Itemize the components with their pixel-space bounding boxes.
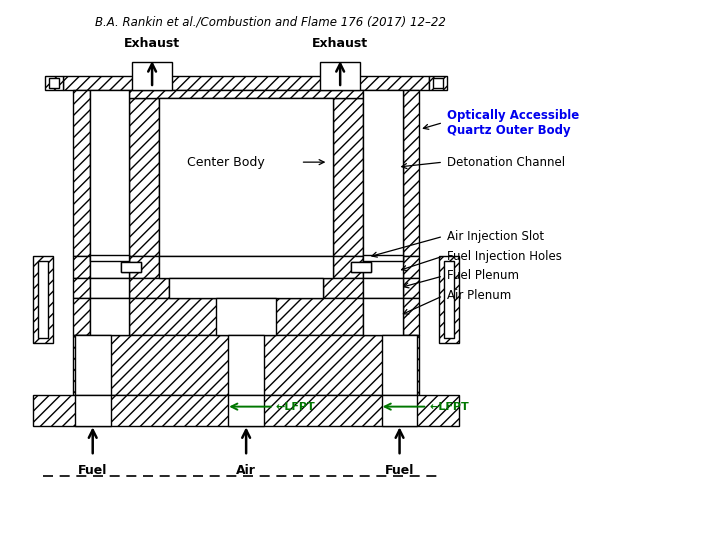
Bar bbox=[159, 256, 333, 278]
Bar bbox=[217, 298, 276, 335]
Bar bbox=[403, 256, 419, 278]
Bar bbox=[381, 395, 417, 426]
Bar bbox=[73, 90, 90, 256]
Bar bbox=[228, 395, 264, 426]
Text: Exhaust: Exhaust bbox=[124, 37, 180, 50]
Bar bbox=[129, 90, 363, 98]
Text: Fuel Injection Holes: Fuel Injection Holes bbox=[447, 250, 562, 263]
Bar bbox=[75, 335, 111, 395]
Bar bbox=[73, 256, 90, 278]
Text: ←LFPT: ←LFPT bbox=[276, 402, 316, 412]
Bar bbox=[90, 298, 129, 335]
Bar bbox=[90, 255, 129, 261]
Text: Center Body: Center Body bbox=[188, 156, 265, 169]
Bar bbox=[333, 98, 363, 256]
Bar bbox=[323, 278, 363, 298]
Text: ←LFPT: ←LFPT bbox=[429, 402, 469, 412]
Text: Fuel Plenum: Fuel Plenum bbox=[447, 270, 519, 282]
Bar bbox=[34, 395, 459, 426]
Bar bbox=[159, 98, 333, 256]
Text: Detonation Channel: Detonation Channel bbox=[447, 156, 565, 169]
Bar bbox=[121, 262, 141, 272]
Bar bbox=[90, 90, 129, 256]
Bar bbox=[39, 261, 48, 339]
Text: Fuel: Fuel bbox=[78, 464, 108, 477]
Bar bbox=[73, 278, 90, 298]
Text: Exhaust: Exhaust bbox=[312, 37, 368, 50]
Bar bbox=[439, 256, 459, 343]
Bar bbox=[121, 262, 141, 272]
Bar bbox=[351, 262, 371, 272]
Text: B.A. Rankin et al./Combustion and Flame 176 (2017) 12–22: B.A. Rankin et al./Combustion and Flame … bbox=[96, 16, 446, 28]
Bar bbox=[45, 76, 63, 90]
Bar bbox=[49, 78, 59, 88]
Bar bbox=[363, 256, 403, 278]
Bar bbox=[90, 278, 129, 298]
Bar bbox=[169, 278, 323, 298]
Text: Air Plenum: Air Plenum bbox=[447, 289, 511, 302]
Bar bbox=[363, 278, 403, 298]
Bar bbox=[333, 256, 363, 278]
Bar bbox=[381, 335, 417, 395]
Bar bbox=[129, 278, 169, 298]
Bar bbox=[351, 262, 371, 272]
Bar bbox=[129, 298, 363, 335]
Bar bbox=[434, 78, 443, 88]
Text: Air Injection Slot: Air Injection Slot bbox=[447, 230, 544, 243]
Bar bbox=[133, 62, 172, 90]
Text: Optically Accessible
Quartz Outer Body: Optically Accessible Quartz Outer Body bbox=[447, 109, 580, 136]
Bar bbox=[129, 98, 159, 256]
Bar bbox=[403, 278, 419, 298]
Bar bbox=[73, 335, 419, 395]
Bar bbox=[403, 298, 419, 335]
Bar bbox=[129, 256, 159, 278]
Bar bbox=[228, 335, 264, 395]
Bar bbox=[444, 261, 454, 339]
Bar bbox=[403, 90, 419, 256]
Bar bbox=[363, 255, 403, 261]
Bar bbox=[429, 76, 447, 90]
Bar bbox=[90, 256, 129, 278]
Bar bbox=[75, 395, 111, 426]
Text: Air: Air bbox=[236, 464, 256, 477]
Bar bbox=[320, 62, 360, 90]
Bar bbox=[34, 256, 53, 343]
Text: Fuel: Fuel bbox=[385, 464, 414, 477]
Bar bbox=[363, 90, 403, 256]
Bar bbox=[363, 298, 403, 335]
Bar bbox=[73, 298, 90, 335]
Bar bbox=[63, 76, 429, 90]
